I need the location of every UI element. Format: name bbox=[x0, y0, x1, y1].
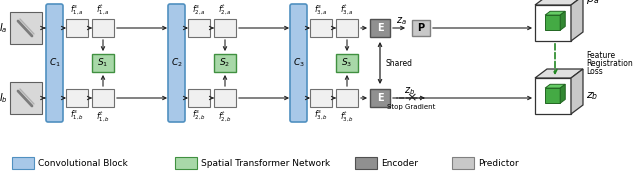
FancyBboxPatch shape bbox=[10, 82, 42, 114]
Text: $I_a$: $I_a$ bbox=[0, 21, 8, 35]
Polygon shape bbox=[535, 5, 571, 41]
Text: Convolutional Block: Convolutional Block bbox=[38, 158, 128, 167]
Text: $f^s_{2,b}$: $f^s_{2,b}$ bbox=[192, 109, 206, 122]
Text: $z_b$: $z_b$ bbox=[404, 85, 415, 97]
FancyBboxPatch shape bbox=[214, 89, 236, 107]
FancyBboxPatch shape bbox=[188, 89, 210, 107]
Text: Loss: Loss bbox=[586, 67, 603, 76]
Polygon shape bbox=[545, 15, 560, 30]
Text: $f^s_{3,b}$: $f^s_{3,b}$ bbox=[314, 109, 328, 122]
Text: E: E bbox=[377, 93, 383, 103]
Polygon shape bbox=[560, 11, 565, 30]
FancyBboxPatch shape bbox=[370, 19, 390, 37]
Text: $S_3$: $S_3$ bbox=[341, 57, 353, 69]
FancyBboxPatch shape bbox=[370, 89, 390, 107]
FancyBboxPatch shape bbox=[336, 54, 358, 72]
FancyBboxPatch shape bbox=[92, 89, 114, 107]
Text: Feature: Feature bbox=[586, 50, 615, 59]
FancyBboxPatch shape bbox=[12, 157, 34, 169]
Text: $p_a$: $p_a$ bbox=[586, 0, 599, 7]
FancyBboxPatch shape bbox=[290, 4, 307, 122]
FancyBboxPatch shape bbox=[310, 89, 332, 107]
FancyBboxPatch shape bbox=[10, 12, 42, 44]
FancyBboxPatch shape bbox=[92, 19, 114, 37]
Text: $f^s_{2,a}$: $f^s_{2,a}$ bbox=[192, 4, 206, 17]
FancyBboxPatch shape bbox=[92, 54, 114, 72]
FancyBboxPatch shape bbox=[168, 4, 185, 122]
Text: $f^s_{3,a}$: $f^s_{3,a}$ bbox=[314, 4, 328, 17]
Text: E: E bbox=[377, 23, 383, 33]
Text: $f^t_{1,a}$: $f^t_{1,a}$ bbox=[96, 2, 110, 17]
Text: $f^s_{1,b}$: $f^s_{1,b}$ bbox=[70, 109, 84, 122]
FancyBboxPatch shape bbox=[412, 20, 430, 36]
Text: P: P bbox=[417, 23, 424, 33]
Text: Shared: Shared bbox=[385, 59, 412, 67]
Text: Registration: Registration bbox=[586, 59, 633, 67]
FancyBboxPatch shape bbox=[214, 19, 236, 37]
FancyBboxPatch shape bbox=[336, 19, 358, 37]
FancyBboxPatch shape bbox=[355, 157, 377, 169]
Text: $f^t_{1,b}$: $f^t_{1,b}$ bbox=[96, 109, 110, 124]
FancyBboxPatch shape bbox=[452, 157, 474, 169]
Polygon shape bbox=[535, 78, 571, 114]
Polygon shape bbox=[571, 69, 583, 114]
Polygon shape bbox=[545, 88, 560, 103]
Text: $f^t_{3,a}$: $f^t_{3,a}$ bbox=[340, 2, 354, 17]
Text: $C_2$: $C_2$ bbox=[171, 57, 182, 69]
Polygon shape bbox=[545, 84, 565, 88]
Polygon shape bbox=[545, 11, 565, 15]
FancyBboxPatch shape bbox=[175, 157, 197, 169]
Polygon shape bbox=[571, 0, 583, 41]
FancyBboxPatch shape bbox=[46, 4, 63, 122]
Text: $C_3$: $C_3$ bbox=[292, 57, 305, 69]
Polygon shape bbox=[535, 0, 583, 5]
Text: $f^t_{2,b}$: $f^t_{2,b}$ bbox=[218, 109, 232, 124]
FancyBboxPatch shape bbox=[336, 89, 358, 107]
Text: $S_2$: $S_2$ bbox=[220, 57, 230, 69]
Text: $f^t_{2,a}$: $f^t_{2,a}$ bbox=[218, 2, 232, 17]
Text: $I_b$: $I_b$ bbox=[0, 91, 8, 105]
Text: $S_1$: $S_1$ bbox=[97, 57, 109, 69]
Text: Encoder: Encoder bbox=[381, 158, 418, 167]
FancyBboxPatch shape bbox=[66, 19, 88, 37]
FancyBboxPatch shape bbox=[66, 89, 88, 107]
Text: $\times$: $\times$ bbox=[406, 92, 417, 104]
Text: $f^t_{3,b}$: $f^t_{3,b}$ bbox=[340, 109, 354, 124]
Text: Stop Gradient: Stop Gradient bbox=[387, 104, 435, 110]
Polygon shape bbox=[560, 84, 565, 103]
Text: $f^s_{1,a}$: $f^s_{1,a}$ bbox=[70, 4, 84, 17]
Text: Predictor: Predictor bbox=[478, 158, 518, 167]
Polygon shape bbox=[535, 69, 583, 78]
FancyBboxPatch shape bbox=[310, 19, 332, 37]
Text: Spatial Transformer Network: Spatial Transformer Network bbox=[201, 158, 330, 167]
FancyBboxPatch shape bbox=[188, 19, 210, 37]
FancyBboxPatch shape bbox=[214, 54, 236, 72]
Text: $z_b$: $z_b$ bbox=[586, 90, 598, 102]
Text: $C_1$: $C_1$ bbox=[49, 57, 60, 69]
Text: $z_a$: $z_a$ bbox=[396, 15, 406, 27]
